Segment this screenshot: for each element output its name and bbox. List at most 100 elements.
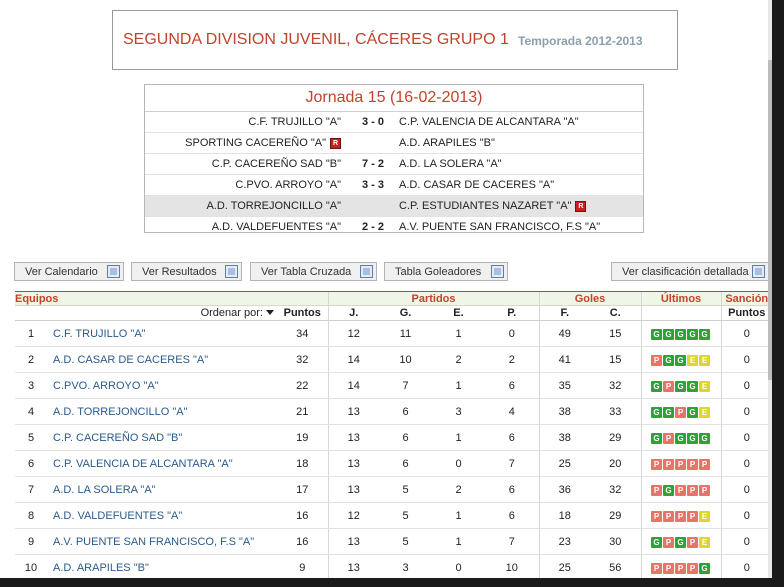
result-badge: G: [663, 406, 674, 418]
played-cell: 13: [327, 476, 379, 503]
team-name[interactable]: C.F. TRUJILLO "A": [47, 320, 277, 347]
result-badge: G: [651, 432, 662, 444]
match-row: SPORTING CACEREÑO "A" R A.D. ARAPILES "B": [145, 133, 643, 154]
result-badge: G: [663, 354, 674, 366]
match-home-team-label: A.D. TORREJONCILLO "A": [206, 200, 341, 212]
sort-cell: Ordenar por:: [15, 305, 277, 321]
result-badge: G: [699, 328, 710, 340]
result-badge: P: [699, 458, 710, 470]
result-badge: P: [687, 484, 698, 496]
drawn-cell: 1: [432, 528, 485, 555]
match-away-team[interactable]: A.D. LA SOLERA "A": [399, 154, 502, 174]
lost-cell: 7: [485, 528, 539, 555]
result-badge: P: [651, 562, 662, 574]
sanction-points-cell: 0: [720, 476, 772, 503]
team-name[interactable]: A.V. PUENTE SAN FRANCISCO, F.S "A": [47, 528, 277, 555]
scorers-table-button[interactable]: Tabla Goleadores: [384, 262, 508, 281]
match-away-team[interactable]: C.P. ESTUDIANTES NAZARET "A" R: [399, 196, 587, 216]
goals-against-cell: 29: [590, 424, 641, 451]
goals-for-cell: 36: [538, 476, 590, 503]
view-cross-table-label: Ver Tabla Cruzada: [261, 266, 352, 278]
goals-for-cell: 25: [538, 450, 590, 477]
match-home-team[interactable]: C.P. CACEREÑO SAD "B": [212, 154, 341, 174]
team-name[interactable]: A.D. TORREJONCILLO "A": [47, 398, 277, 425]
match-away-team[interactable]: A.D. ARAPILES "B": [399, 133, 495, 153]
table-row: 2 A.D. CASAR DE CACERES "A" 32 14 10 2 2 41 15 P G…: [15, 346, 772, 373]
played-cell: 14: [327, 346, 379, 373]
detailed-standings-button[interactable]: Ver clasificación detallada: [611, 262, 769, 281]
played-cell: 13: [327, 554, 379, 578]
played-cell: 14: [327, 372, 379, 399]
match-home-team-label: C.P. CACEREÑO SAD "B": [211, 158, 341, 170]
match-home-team-label: A.D. VALDEFUENTES "A": [211, 221, 341, 233]
match-home-team[interactable]: C.F. TRUJILLO "A": [248, 112, 341, 132]
view-results-button[interactable]: Ver Resultados: [131, 262, 242, 281]
goals-for-cell: 41: [538, 346, 590, 373]
team-name[interactable]: A.D. LA SOLERA "A": [47, 476, 277, 503]
position-cell: 7: [15, 476, 47, 503]
team-name[interactable]: A.D. VALDEFUENTES "A": [47, 502, 277, 529]
played-cell: 12: [327, 320, 379, 347]
view-cross-table-button[interactable]: Ver Tabla Cruzada: [250, 262, 377, 281]
match-row: A.D. VALDEFUENTES "A" 2 - 2 A.V. PUENTE SA…: [145, 217, 643, 237]
goles-header: Goles: [538, 291, 641, 306]
lost-cell: 6: [485, 372, 539, 399]
match-away-team[interactable]: C.P. VALENCIA DE ALCANTARA "A": [399, 112, 579, 132]
view-calendar-button[interactable]: Ver Calendario: [14, 262, 124, 281]
scrollbar[interactable]: [768, 0, 772, 578]
played-cell: 13: [327, 424, 379, 451]
result-badge: P: [663, 510, 674, 522]
table-row: 1 C.F. TRUJILLO "A" 34 12 11 1 0 49 15 G G G G G 0: [15, 320, 772, 347]
match-row: C.F. TRUJILLO "A" 3 - 0 C.P. VALENCIA DE A…: [145, 112, 643, 133]
points-cell: 19: [277, 424, 328, 451]
match-home-team-label: SPORTING CACEREÑO "A": [185, 137, 326, 149]
result-badge: P: [687, 510, 698, 522]
match-home-team[interactable]: A.D. VALDEFUENTES "A": [212, 217, 341, 237]
result-badge: G: [651, 536, 662, 548]
window-icon: [225, 265, 238, 278]
position-cell: 2: [15, 346, 47, 373]
team-name[interactable]: C.PVO. ARROYO "A": [47, 372, 277, 399]
match-home-team[interactable]: A.D. TORREJONCILLO "A": [206, 196, 341, 216]
sort-down-icon[interactable]: [266, 310, 274, 316]
result-badge: G: [687, 406, 698, 418]
match-home-team[interactable]: C.PVO. ARROYO "A": [235, 175, 341, 195]
col-p: P.: [485, 305, 539, 321]
result-badge: G: [663, 484, 674, 496]
partidos-header: Partidos: [327, 291, 539, 306]
goals-for-cell: 35: [538, 372, 590, 399]
position-cell: 10: [15, 554, 47, 578]
lost-cell: 7: [485, 450, 539, 477]
match-away-team-label: C.P. VALENCIA DE ALCANTARA "A": [399, 116, 579, 128]
goals-against-cell: 30: [590, 528, 641, 555]
result-badge: G: [687, 380, 698, 392]
scrollbar-thumb[interactable]: [768, 60, 772, 380]
won-cell: 5: [379, 528, 432, 555]
points-cell: 16: [277, 502, 328, 529]
won-cell: 5: [379, 502, 432, 529]
goals-against-cell: 15: [590, 320, 641, 347]
goals-against-cell: 33: [590, 398, 641, 425]
result-badge: G: [699, 562, 710, 574]
col-c: C.: [590, 305, 641, 321]
team-name[interactable]: A.D. ARAPILES "B": [47, 554, 277, 578]
col-e: E.: [432, 305, 485, 321]
match-away-team[interactable]: A.D. CASAR DE CACERES "A": [399, 175, 554, 195]
won-cell: 6: [379, 424, 432, 451]
team-name[interactable]: A.D. CASAR DE CACERES "A": [47, 346, 277, 373]
team-name[interactable]: C.P. VALENCIA DE ALCANTARA "A": [47, 450, 277, 477]
result-badge: P: [687, 458, 698, 470]
match-away-team[interactable]: A.V. PUENTE SAN FRANCISCO, F.S "A": [399, 217, 600, 237]
match-home-team[interactable]: SPORTING CACEREÑO "A" R: [185, 133, 341, 153]
drawn-cell: 0: [432, 554, 485, 578]
result-badge: P: [675, 562, 686, 574]
played-cell: 13: [327, 450, 379, 477]
result-badge: G: [663, 328, 674, 340]
result-badge: E: [699, 354, 710, 366]
team-name[interactable]: C.P. CACEREÑO SAD "B": [47, 424, 277, 451]
col-puntos[interactable]: Puntos: [277, 305, 328, 321]
match-home-team-label: C.PVO. ARROYO "A": [235, 179, 341, 191]
